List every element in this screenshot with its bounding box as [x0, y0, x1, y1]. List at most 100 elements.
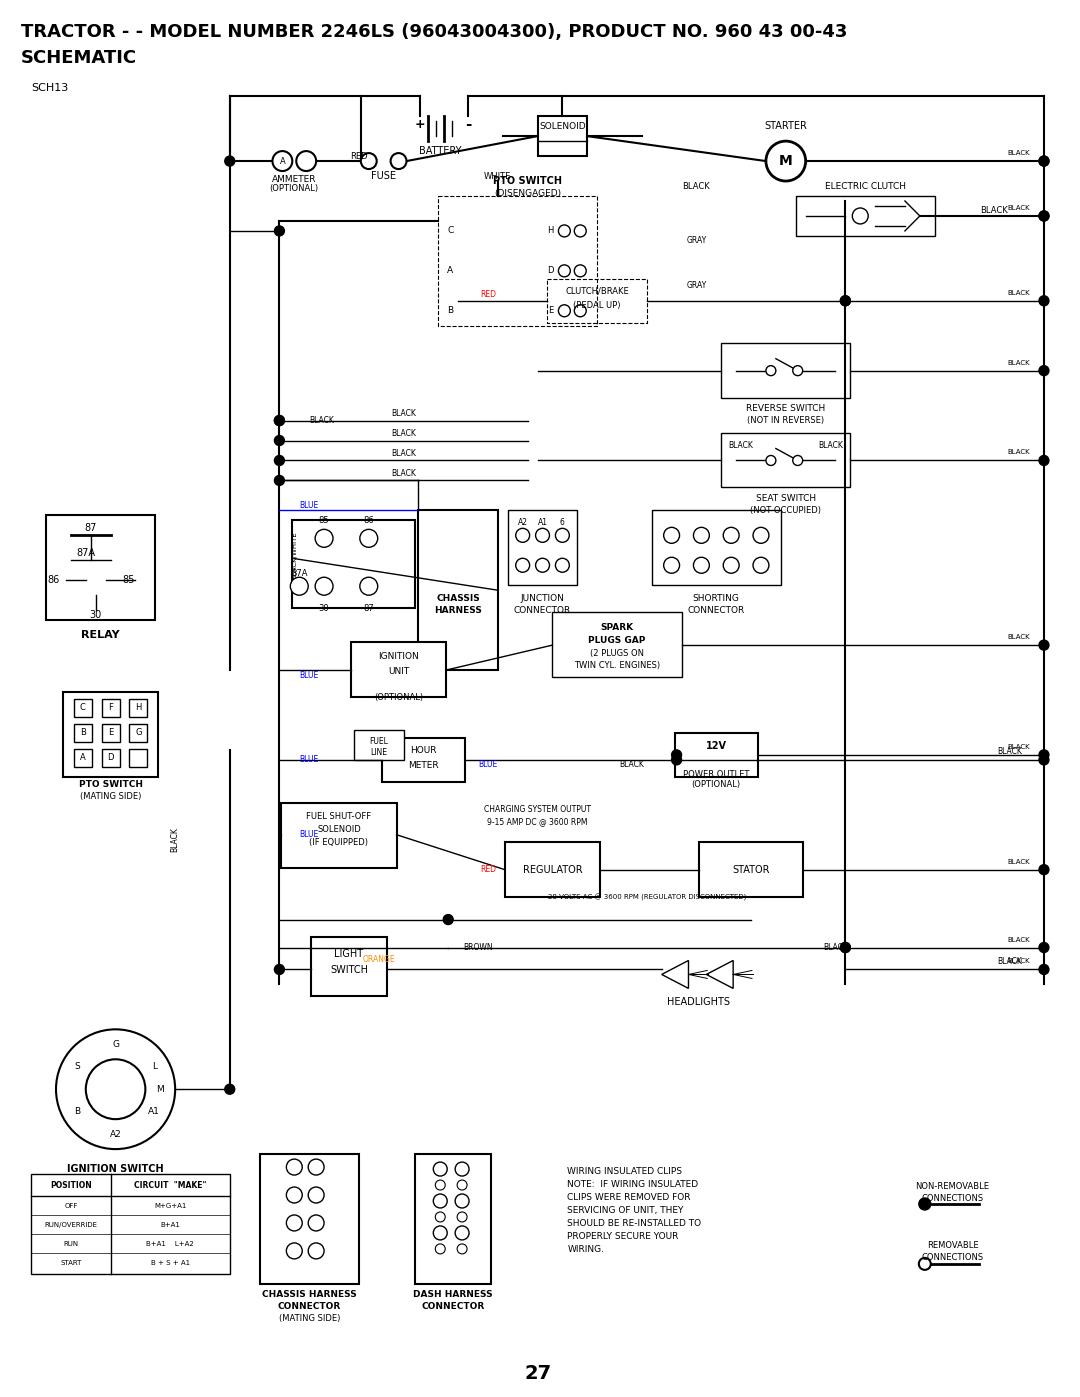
Text: B+A1: B+A1 — [160, 1222, 180, 1228]
Text: 6: 6 — [559, 518, 565, 527]
Text: BLACK: BLACK — [981, 207, 1008, 215]
Text: BLACK: BLACK — [818, 441, 842, 450]
Text: WIRING.: WIRING. — [567, 1245, 605, 1255]
Circle shape — [435, 1243, 445, 1255]
Circle shape — [457, 1243, 467, 1255]
Text: CONNECTIONS: CONNECTIONS — [921, 1253, 984, 1263]
Text: G: G — [135, 728, 141, 738]
Text: (OPTIONAL): (OPTIONAL) — [374, 693, 423, 701]
Text: ELECTRIC CLUTCH: ELECTRIC CLUTCH — [825, 182, 906, 190]
Text: FUEL: FUEL — [369, 738, 388, 746]
Text: BLACK: BLACK — [1008, 289, 1030, 296]
Text: A: A — [80, 753, 85, 763]
Text: (OPTIONAL): (OPTIONAL) — [691, 781, 741, 789]
Text: M: M — [779, 154, 793, 168]
Text: A: A — [280, 156, 285, 166]
Circle shape — [852, 208, 868, 224]
Text: TRACTOR - - MODEL NUMBER 2246LS (96043004300), PRODUCT NO. 960 43 00-43: TRACTOR - - MODEL NUMBER 2246LS (9604300… — [22, 24, 848, 42]
Text: B+A1    L+A2: B+A1 L+A2 — [146, 1241, 194, 1248]
Text: METER: METER — [408, 761, 438, 770]
Circle shape — [274, 436, 284, 446]
Text: 28 VOLTS AC @ 3600 RPM (REGULATOR DISCONNECTED): 28 VOLTS AC @ 3600 RPM (REGULATOR DISCON… — [548, 894, 746, 901]
Text: CONNECTOR: CONNECTOR — [421, 1302, 485, 1312]
Circle shape — [457, 1213, 467, 1222]
Text: BLACK: BLACK — [997, 747, 1022, 756]
Text: SWITCH: SWITCH — [329, 965, 368, 975]
Text: 27: 27 — [524, 1363, 551, 1383]
Circle shape — [457, 1180, 467, 1190]
Circle shape — [919, 1199, 931, 1210]
Text: (NOT IN REVERSE): (NOT IN REVERSE) — [747, 416, 824, 425]
Circle shape — [536, 528, 550, 542]
Text: E: E — [108, 728, 113, 738]
Text: SHOULD BE RE-INSTALLED TO: SHOULD BE RE-INSTALLED TO — [567, 1220, 702, 1228]
Text: 12V: 12V — [706, 740, 727, 752]
Bar — [73, 698, 92, 717]
Circle shape — [286, 1160, 302, 1175]
Text: BLUE: BLUE — [478, 760, 498, 770]
Circle shape — [575, 225, 586, 237]
Text: B + S + A1: B + S + A1 — [150, 1260, 190, 1266]
Text: SCH13: SCH13 — [31, 84, 68, 94]
Text: CHARGING SYSTEM OUTPUT: CHARGING SYSTEM OUTPUT — [484, 805, 591, 814]
Text: NOTE:  IF WIRING INSULATED: NOTE: IF WIRING INSULATED — [567, 1180, 699, 1189]
Text: PTO SWITCH: PTO SWITCH — [494, 176, 562, 186]
Text: RED: RED — [480, 865, 496, 875]
Text: A: A — [447, 267, 454, 275]
Text: CIRCUIT  "MAKE": CIRCUIT "MAKE" — [134, 1180, 206, 1189]
Text: PROPERLY SECURE YOUR: PROPERLY SECURE YOUR — [567, 1232, 678, 1241]
Bar — [31, 1173, 230, 1274]
Text: (NOT OCCUPIED): (NOT OCCUPIED) — [751, 506, 821, 515]
Text: OFF: OFF — [64, 1203, 78, 1208]
Text: CONNECTOR: CONNECTOR — [278, 1302, 341, 1312]
Bar — [130, 698, 147, 717]
Circle shape — [308, 1243, 324, 1259]
Text: F: F — [108, 704, 113, 712]
Text: SHORTING: SHORTING — [693, 594, 740, 602]
Circle shape — [558, 265, 570, 277]
Circle shape — [516, 559, 529, 573]
Text: BLUE: BLUE — [299, 756, 319, 764]
Text: IGNITION: IGNITION — [378, 651, 419, 661]
Circle shape — [225, 156, 234, 166]
Text: BLACK: BLACK — [171, 827, 179, 852]
Text: BROWN: BROWN — [463, 943, 492, 951]
Text: BLACK: BLACK — [1008, 359, 1030, 366]
Text: POWER OUTLET: POWER OUTLET — [683, 770, 750, 780]
Circle shape — [1039, 750, 1049, 760]
Text: BLACK: BLACK — [1008, 936, 1030, 943]
Circle shape — [664, 557, 679, 573]
Text: C: C — [447, 226, 454, 236]
Text: BLACK: BLACK — [620, 760, 645, 770]
Circle shape — [555, 528, 569, 542]
Text: CONNECTOR: CONNECTOR — [514, 606, 571, 615]
Circle shape — [455, 1162, 469, 1176]
Text: STATOR: STATOR — [732, 865, 770, 875]
Bar — [259, 1154, 359, 1284]
Text: SPARK: SPARK — [600, 623, 634, 631]
Circle shape — [555, 559, 569, 573]
Circle shape — [435, 1180, 445, 1190]
Circle shape — [308, 1160, 324, 1175]
Text: PLUGS GAP: PLUGS GAP — [589, 636, 646, 644]
Text: 87A: 87A — [77, 548, 95, 559]
Circle shape — [1039, 296, 1049, 306]
Bar — [504, 842, 600, 897]
Circle shape — [919, 1257, 931, 1270]
Circle shape — [56, 1030, 175, 1150]
Circle shape — [391, 154, 406, 169]
Circle shape — [672, 754, 681, 766]
Text: ORANGE: ORANGE — [363, 956, 395, 964]
Text: BLACK: BLACK — [391, 409, 416, 418]
Text: STARTER: STARTER — [765, 122, 807, 131]
Text: BLACK: BLACK — [309, 416, 334, 425]
Circle shape — [435, 1213, 445, 1222]
Text: CHASSIS: CHASSIS — [436, 594, 480, 602]
Text: BLACK: BLACK — [683, 182, 711, 190]
Text: REMOVABLE: REMOVABLE — [927, 1242, 978, 1250]
Bar — [418, 510, 498, 671]
Bar — [102, 698, 120, 717]
Text: BATTERY: BATTERY — [419, 147, 461, 156]
Text: C: C — [80, 704, 85, 712]
Bar — [73, 749, 92, 767]
